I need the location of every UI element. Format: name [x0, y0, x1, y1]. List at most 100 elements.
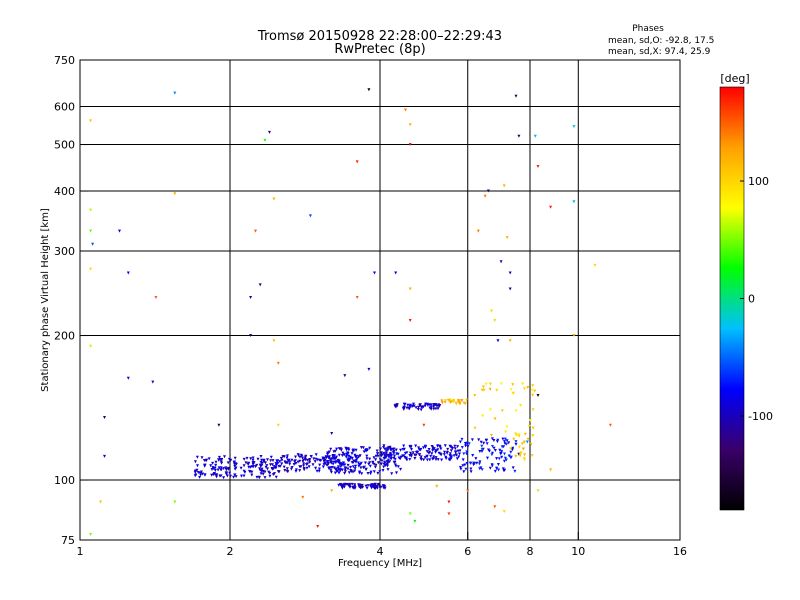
- data-point: [249, 296, 253, 299]
- data-point: [394, 271, 398, 275]
- data-point: [381, 469, 385, 472]
- data-point: [270, 467, 274, 470]
- data-point: [275, 459, 279, 463]
- data-point: [453, 444, 457, 448]
- data-point: [432, 447, 436, 451]
- data-point: [355, 458, 358, 462]
- data-point: [338, 482, 342, 486]
- data-point: [347, 471, 351, 475]
- data-point: [219, 460, 223, 464]
- data-point: [514, 454, 518, 458]
- data-point: [536, 394, 540, 397]
- data-point: [215, 475, 219, 479]
- data-point: [514, 432, 518, 436]
- data-point: [357, 455, 361, 459]
- data-point: [355, 160, 359, 164]
- data-point: [366, 472, 370, 475]
- data-point: [517, 134, 521, 138]
- data-point: [200, 456, 204, 460]
- data-point: [254, 229, 257, 233]
- data-point: [493, 417, 497, 421]
- data-point: [478, 450, 482, 453]
- data-point: [358, 470, 362, 474]
- data-point: [408, 451, 412, 455]
- data-point: [368, 446, 372, 450]
- data-point: [173, 500, 177, 504]
- data-point: [331, 454, 335, 457]
- data-point: [369, 470, 373, 474]
- data-point: [346, 467, 350, 471]
- data-point: [290, 466, 294, 469]
- data-point: [447, 512, 451, 516]
- data-point: [508, 287, 512, 291]
- data-point: [276, 361, 280, 365]
- data-point: [434, 403, 438, 407]
- data-point: [307, 465, 311, 469]
- data-point: [282, 465, 286, 469]
- data-point: [348, 484, 352, 488]
- data-point: [216, 468, 220, 472]
- data-point: [269, 455, 273, 459]
- data-point: [213, 466, 217, 470]
- data-point: [503, 456, 507, 460]
- data-point: [246, 463, 250, 466]
- data-point: [353, 459, 357, 463]
- data-point: [446, 447, 450, 451]
- data-point: [285, 456, 289, 460]
- data-point: [460, 446, 464, 449]
- data-point: [372, 456, 376, 460]
- data-point: [278, 460, 282, 464]
- data-point: [515, 434, 519, 438]
- data-point: [422, 446, 425, 450]
- data-point: [499, 451, 503, 455]
- data-point: [379, 447, 382, 451]
- data-point: [503, 468, 507, 472]
- data-point: [335, 455, 338, 459]
- data-point: [523, 387, 526, 391]
- data-point: [488, 408, 492, 412]
- colorbar-ticks: 100 0 -100: [740, 175, 773, 423]
- data-point: [410, 453, 414, 457]
- data-point: [593, 263, 597, 267]
- data-point: [368, 457, 372, 461]
- data-point: [416, 408, 420, 411]
- data-point: [529, 442, 533, 446]
- data-point: [379, 451, 383, 455]
- data-point: [480, 450, 484, 453]
- data-point: [478, 460, 482, 464]
- data-point: [488, 466, 492, 470]
- data-point: [413, 519, 417, 523]
- data-point: [325, 463, 329, 467]
- data-point: [495, 466, 499, 470]
- data-point: [327, 467, 331, 470]
- x-tick-label: 8: [527, 545, 534, 558]
- data-point: [462, 452, 466, 456]
- data-point: [498, 448, 502, 452]
- data-point: [470, 438, 474, 442]
- x-tick-label: 1: [77, 545, 84, 558]
- data-point: [220, 458, 224, 461]
- data-point: [340, 448, 343, 452]
- data-point: [440, 399, 444, 403]
- data-point: [315, 469, 319, 473]
- data-point: [471, 454, 475, 457]
- data-point: [333, 471, 337, 475]
- data-point: [496, 463, 500, 466]
- data-point: [317, 467, 321, 471]
- data-point: [341, 451, 345, 455]
- data-point: [422, 423, 426, 427]
- data-point: [509, 447, 513, 451]
- data-point: [434, 456, 438, 460]
- data-point: [350, 456, 354, 460]
- data-point: [417, 405, 420, 409]
- data-point: [226, 461, 230, 465]
- data-point: [419, 455, 423, 459]
- data-point: [490, 309, 494, 313]
- data-point: [518, 454, 522, 458]
- data-point: [416, 451, 420, 454]
- data-point: [373, 271, 376, 275]
- data-point: [390, 453, 393, 457]
- data-point: [274, 475, 278, 479]
- data-point: [262, 458, 266, 462]
- data-point: [355, 457, 359, 461]
